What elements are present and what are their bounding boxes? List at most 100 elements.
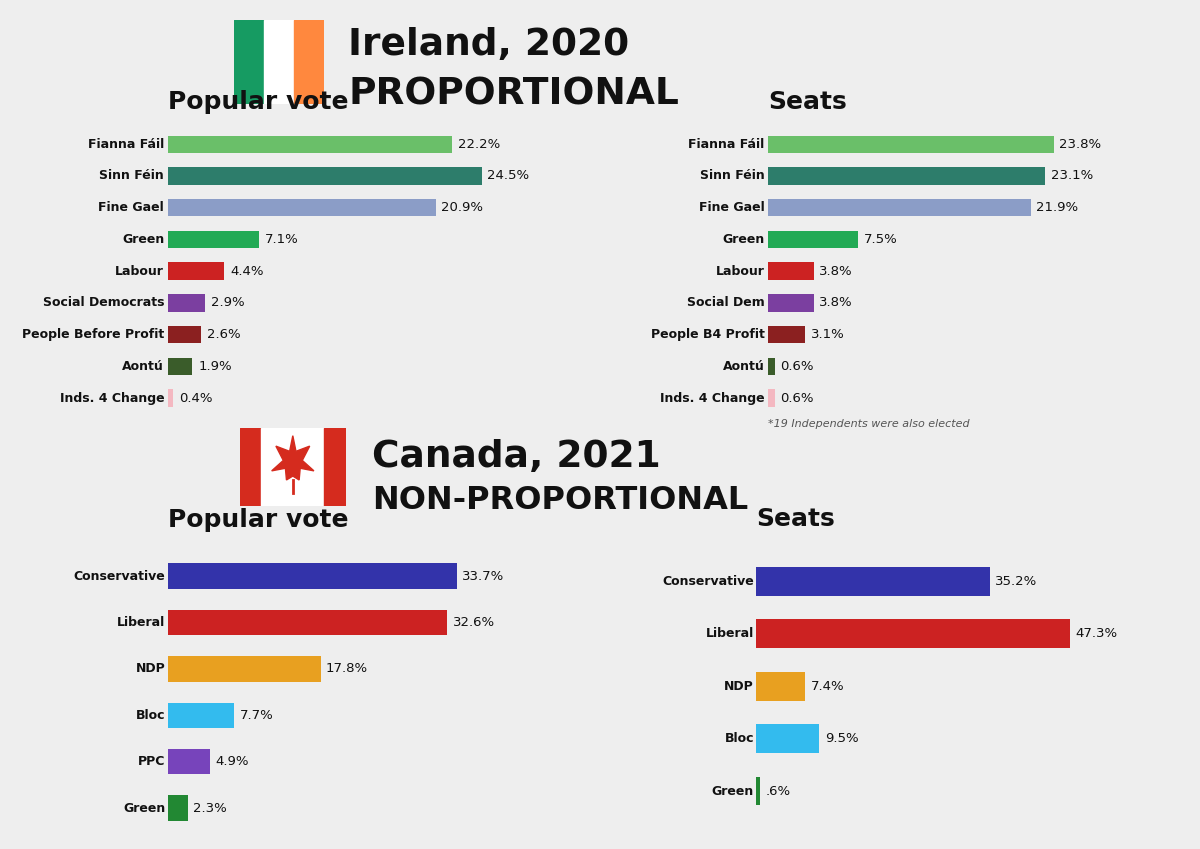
Text: 0.6%: 0.6% bbox=[781, 360, 814, 373]
Text: 1.9%: 1.9% bbox=[198, 360, 232, 373]
Bar bbox=[768, 199, 1031, 216]
Text: 3.1%: 3.1% bbox=[811, 328, 845, 341]
Text: Social Dem: Social Dem bbox=[686, 296, 764, 309]
Text: 21.9%: 21.9% bbox=[1037, 201, 1079, 214]
Bar bbox=[294, 20, 324, 104]
Bar bbox=[168, 167, 481, 185]
Text: Canada, 2021: Canada, 2021 bbox=[372, 439, 661, 475]
Bar bbox=[768, 390, 775, 407]
Bar bbox=[768, 167, 1045, 185]
Text: *19 Independents were also elected: *19 Independents were also elected bbox=[768, 419, 970, 429]
Text: Aontú: Aontú bbox=[722, 360, 764, 373]
Text: Sinn Féin: Sinn Féin bbox=[100, 170, 164, 183]
Bar bbox=[768, 357, 775, 375]
Bar bbox=[262, 428, 324, 506]
Text: Liberal: Liberal bbox=[118, 616, 166, 629]
Text: 32.6%: 32.6% bbox=[452, 616, 494, 629]
Bar bbox=[168, 199, 436, 216]
Text: 9.5%: 9.5% bbox=[824, 732, 858, 745]
Bar bbox=[768, 294, 814, 312]
Bar bbox=[756, 777, 760, 806]
Bar bbox=[168, 262, 224, 280]
Text: Green: Green bbox=[122, 233, 164, 246]
Text: 7.1%: 7.1% bbox=[265, 233, 299, 246]
Bar bbox=[756, 724, 820, 753]
Text: 23.1%: 23.1% bbox=[1051, 170, 1093, 183]
Text: Popular vote: Popular vote bbox=[168, 90, 348, 114]
Bar bbox=[324, 428, 346, 506]
Bar bbox=[240, 428, 262, 506]
Text: Fine Gael: Fine Gael bbox=[698, 201, 764, 214]
Text: Popular vote: Popular vote bbox=[168, 509, 348, 532]
Text: 2.9%: 2.9% bbox=[211, 296, 245, 309]
Bar bbox=[234, 20, 264, 104]
Bar bbox=[768, 262, 814, 280]
Text: Green: Green bbox=[712, 784, 754, 797]
Bar bbox=[168, 357, 192, 375]
Text: Conservative: Conservative bbox=[662, 575, 754, 588]
Text: 33.7%: 33.7% bbox=[462, 570, 504, 582]
Text: 0.4%: 0.4% bbox=[179, 391, 212, 404]
Bar bbox=[768, 231, 858, 248]
Text: 20.9%: 20.9% bbox=[442, 201, 484, 214]
Bar bbox=[768, 136, 1054, 153]
Bar bbox=[168, 390, 173, 407]
Text: Seats: Seats bbox=[768, 90, 847, 114]
Bar bbox=[168, 326, 202, 343]
Bar bbox=[168, 610, 448, 635]
Text: Ireland, 2020: Ireland, 2020 bbox=[348, 27, 629, 64]
Text: 3.8%: 3.8% bbox=[818, 296, 853, 309]
Bar bbox=[168, 703, 234, 728]
Text: Inds. 4 Change: Inds. 4 Change bbox=[660, 391, 764, 404]
Text: Seats: Seats bbox=[756, 507, 835, 531]
Text: People Before Profit: People Before Profit bbox=[22, 328, 164, 341]
Text: 24.5%: 24.5% bbox=[487, 170, 529, 183]
Text: Fine Gael: Fine Gael bbox=[98, 201, 164, 214]
Bar bbox=[264, 20, 294, 104]
Text: Green: Green bbox=[722, 233, 764, 246]
Text: 4.4%: 4.4% bbox=[230, 265, 264, 278]
Text: Fianna Fáil: Fianna Fáil bbox=[688, 138, 764, 151]
Text: NDP: NDP bbox=[136, 662, 166, 676]
Polygon shape bbox=[271, 436, 314, 480]
Text: .6%: .6% bbox=[766, 784, 791, 797]
Bar bbox=[168, 294, 205, 312]
Text: Conservative: Conservative bbox=[73, 570, 166, 582]
Bar bbox=[168, 749, 210, 774]
Text: 0.6%: 0.6% bbox=[781, 391, 814, 404]
Text: Bloc: Bloc bbox=[136, 709, 166, 722]
Bar bbox=[756, 566, 990, 595]
Text: PROPORTIONAL: PROPORTIONAL bbox=[348, 77, 679, 113]
Text: 23.8%: 23.8% bbox=[1060, 138, 1102, 151]
Text: Green: Green bbox=[124, 801, 166, 814]
Text: 3.8%: 3.8% bbox=[818, 265, 853, 278]
Text: 4.9%: 4.9% bbox=[216, 755, 248, 768]
Text: Bloc: Bloc bbox=[725, 732, 754, 745]
Text: 47.3%: 47.3% bbox=[1075, 627, 1118, 640]
Text: 7.7%: 7.7% bbox=[240, 709, 274, 722]
Bar bbox=[168, 136, 452, 153]
Text: Labour: Labour bbox=[115, 265, 164, 278]
Text: NON-PROPORTIONAL: NON-PROPORTIONAL bbox=[372, 486, 749, 516]
Text: Liberal: Liberal bbox=[706, 627, 754, 640]
Text: 7.4%: 7.4% bbox=[811, 679, 845, 693]
Bar bbox=[168, 231, 259, 248]
Text: 2.3%: 2.3% bbox=[193, 801, 227, 814]
Text: NDP: NDP bbox=[725, 679, 754, 693]
Text: Social Democrats: Social Democrats bbox=[43, 296, 164, 309]
Text: Labour: Labour bbox=[715, 265, 764, 278]
Text: Inds. 4 Change: Inds. 4 Change bbox=[60, 391, 164, 404]
Bar bbox=[756, 619, 1070, 648]
Bar bbox=[168, 656, 320, 682]
Text: 2.6%: 2.6% bbox=[208, 328, 241, 341]
Text: 7.5%: 7.5% bbox=[864, 233, 898, 246]
Bar bbox=[768, 326, 805, 343]
Bar bbox=[168, 564, 457, 589]
Text: People B4 Profit: People B4 Profit bbox=[650, 328, 764, 341]
Bar bbox=[168, 796, 187, 821]
Text: 35.2%: 35.2% bbox=[996, 575, 1038, 588]
Text: 17.8%: 17.8% bbox=[326, 662, 368, 676]
Text: Fianna Fáil: Fianna Fáil bbox=[88, 138, 164, 151]
Bar bbox=[756, 672, 805, 700]
Text: PPC: PPC bbox=[138, 755, 166, 768]
